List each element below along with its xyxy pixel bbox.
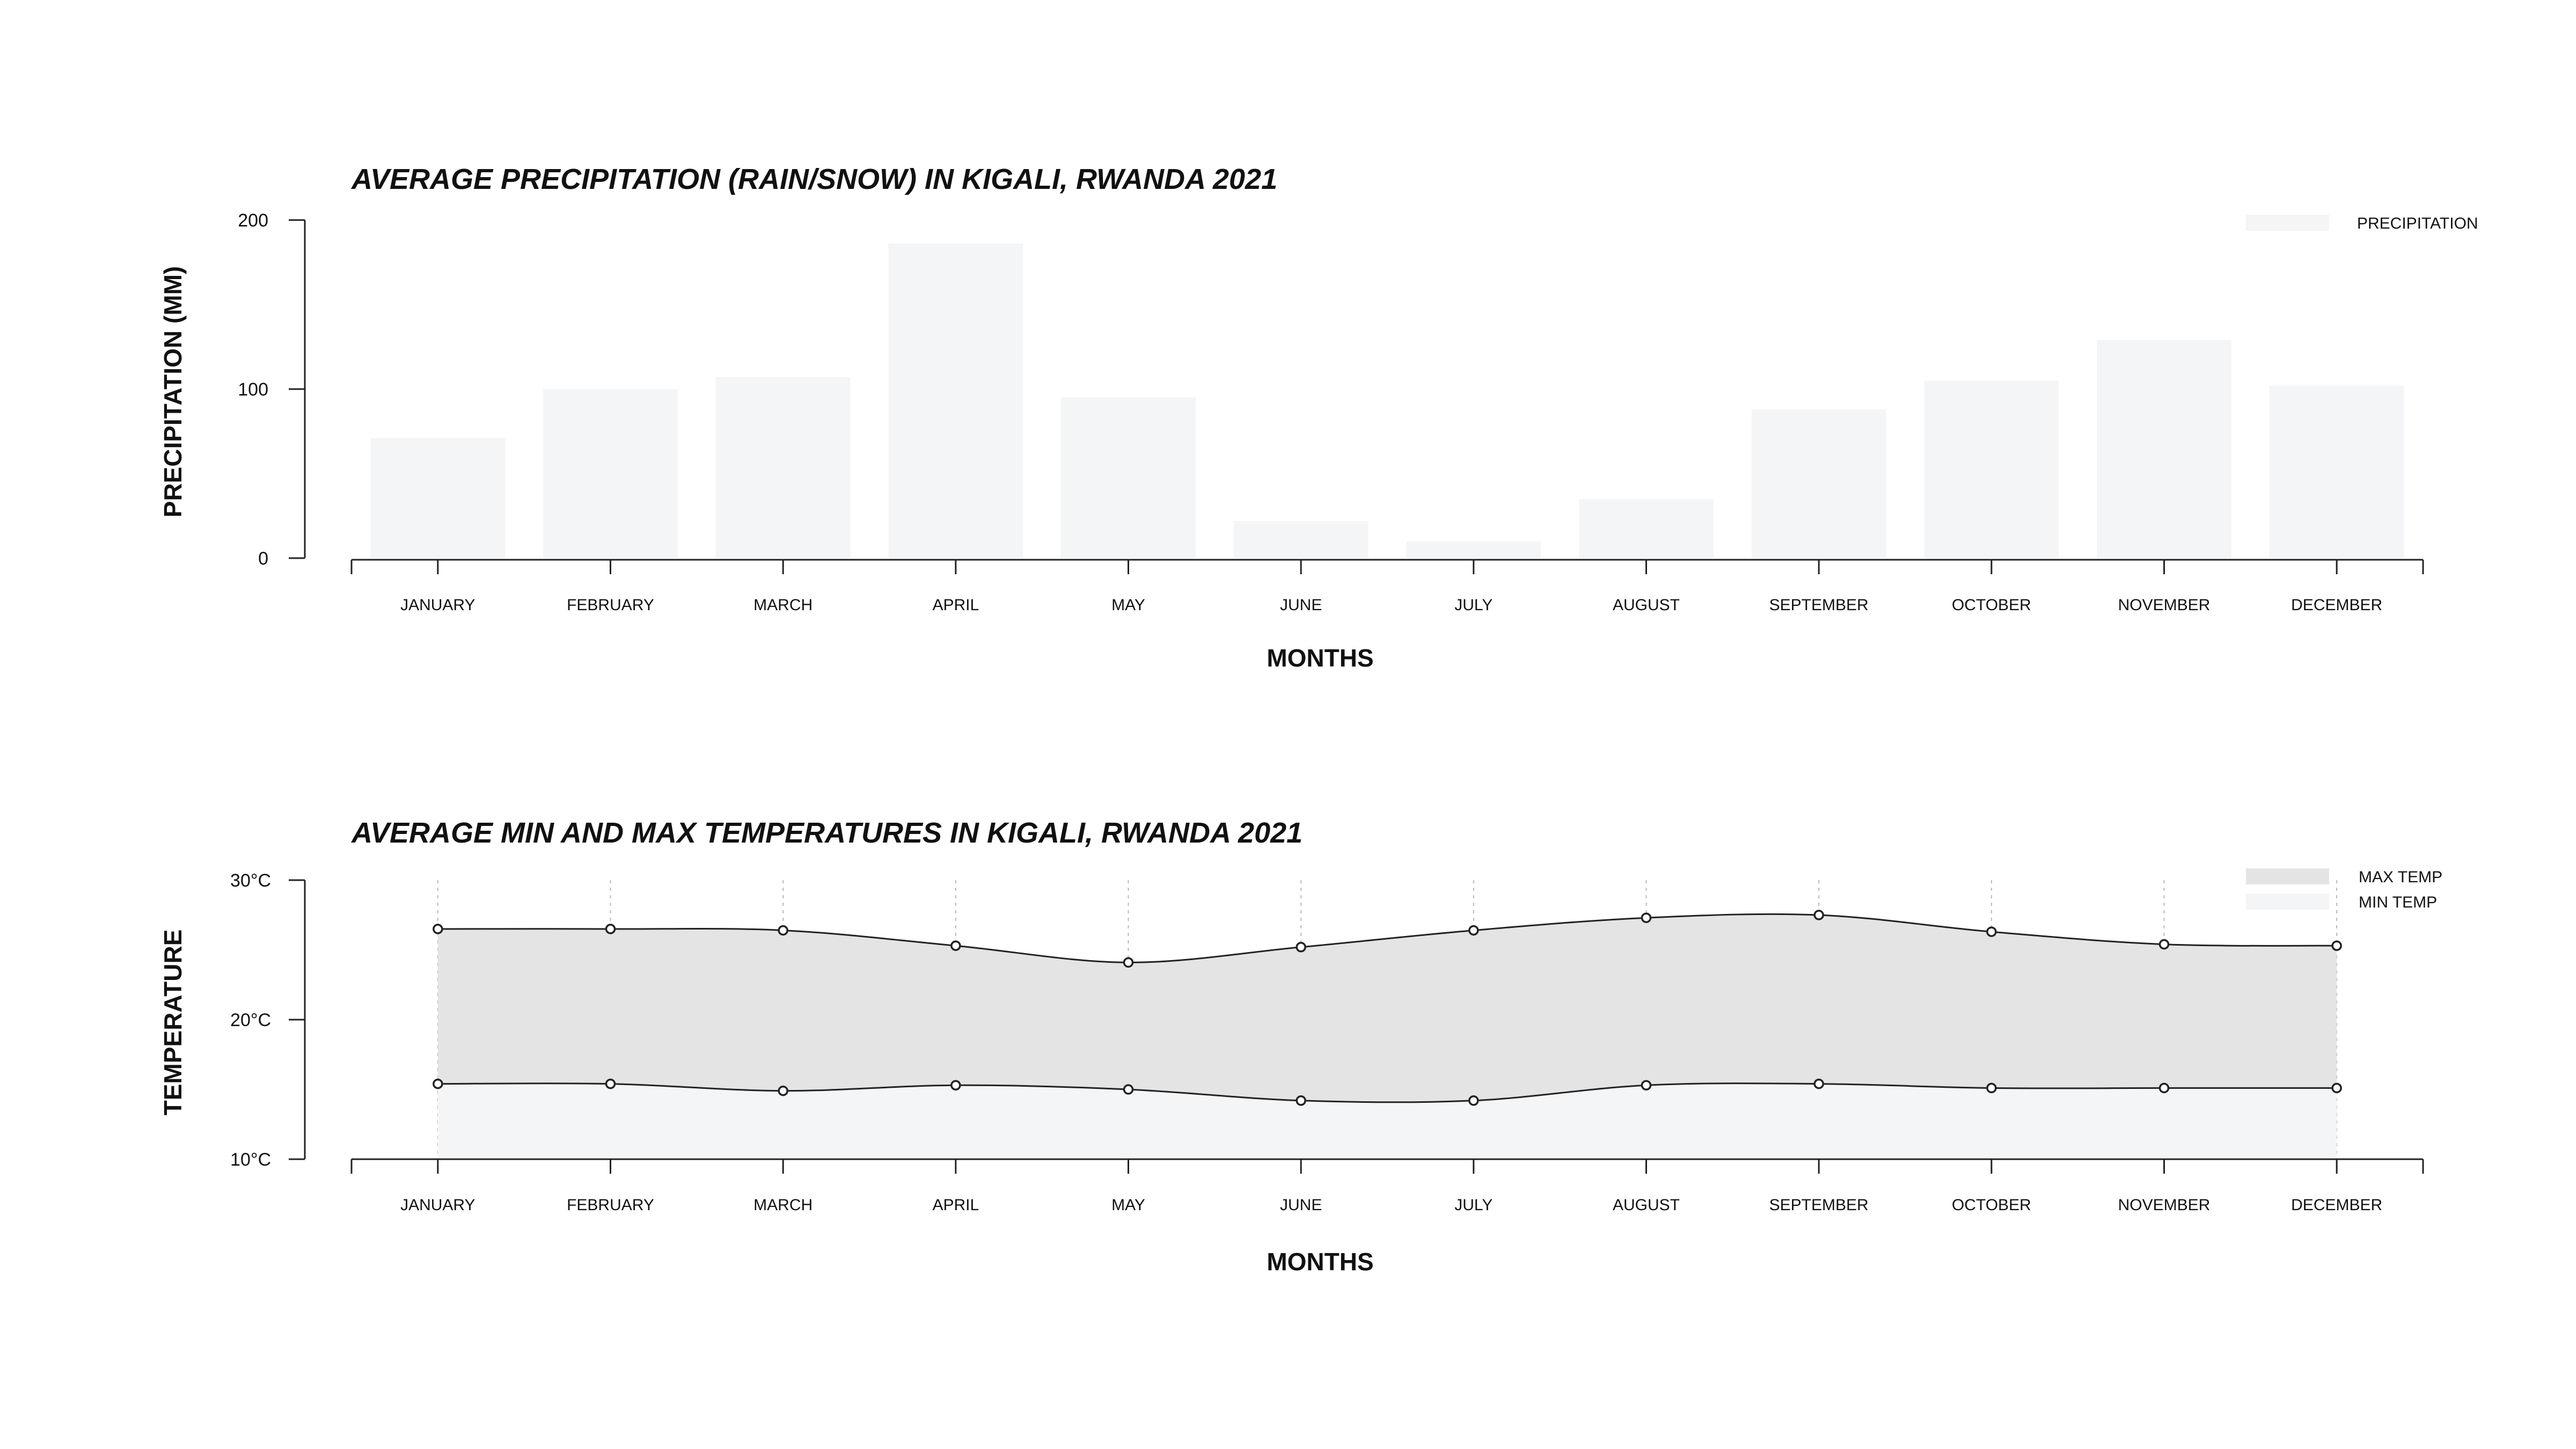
- precipitation-bars: [370, 244, 2404, 559]
- precipitation-x-tick-label-december: DECEMBER: [2291, 596, 2382, 614]
- temperature-chart: AVERAGE MIN AND MAX TEMPERATURES IN KIGA…: [159, 817, 2442, 1276]
- temperature-x-tick-label-january: JANUARY: [400, 1196, 475, 1214]
- min-temp-line: [437, 1082, 2337, 1103]
- precipitation-x-tick-label-july: JULY: [1454, 596, 1492, 614]
- min-temp-legend-label: MIN TEMP: [2359, 894, 2437, 911]
- temperature-points: [433, 910, 2342, 1106]
- max-temp-point-september: [1813, 910, 1824, 920]
- precipitation-x-tick-label-october: OCTOBER: [1952, 596, 2031, 614]
- precipitation-bar-september: [1751, 409, 1886, 558]
- max-temp-point-june: [1296, 942, 1306, 953]
- precipitation-bar-july: [1406, 541, 1541, 558]
- precipitation-x-tick-label-june: JUNE: [1280, 596, 1322, 614]
- temperature-x-tick-label-july: JULY: [1454, 1196, 1492, 1214]
- precipitation-x-tick-label-may: MAY: [1111, 596, 1145, 614]
- max-temp-point-november: [2158, 939, 2170, 950]
- max-temp-point-october: [1986, 926, 1997, 937]
- temperature-x-tick-label-june: JUNE: [1280, 1196, 1322, 1214]
- precipitation-legend-swatch: [2246, 215, 2329, 231]
- precipitation-legend-label: PRECIPITATION: [2357, 215, 2478, 232]
- precipitation-bar-may: [1061, 397, 1196, 558]
- precipitation-y-axis-title: PRECIPITATION (MM): [159, 266, 187, 517]
- min-temp-point-march: [778, 1085, 788, 1096]
- min-temp-point-april: [950, 1080, 961, 1091]
- precipitation-x-tick-label-september: SEPTEMBER: [1769, 596, 1869, 614]
- max-temp-point-may: [1123, 957, 1134, 968]
- min-temp-point-july: [1468, 1095, 1479, 1106]
- precipitation-bar-january: [370, 438, 506, 558]
- precipitation-legend: PRECIPITATION: [2246, 215, 2478, 232]
- temperature-x-axis-title: MONTHS: [1267, 1248, 1373, 1276]
- temperature-x-tick-label-august: AUGUST: [1613, 1196, 1680, 1214]
- min-temp-legend-swatch: [2246, 894, 2329, 910]
- precipitation-x-ticks: JANUARY FEBRUARY MARCH APRIL MAY JUNE JULY AUGU…: [350, 560, 2424, 614]
- min-temp-point-october: [1986, 1082, 1997, 1094]
- temperature-x-tick-label-december: DECEMBER: [2291, 1196, 2382, 1214]
- precipitation-bar-march: [715, 377, 851, 558]
- precipitation-x-axis-title: MONTHS: [1267, 644, 1373, 672]
- precipitation-x-tick-label-april: APRIL: [932, 596, 979, 614]
- temperature-y-tick-label: 20°C: [230, 1010, 271, 1030]
- precipitation-chart-title: AVERAGE PRECIPITATION (RAIN/SNOW) IN KIG…: [350, 163, 1277, 195]
- precipitation-x-tick-label-february: FEBRUARY: [567, 596, 654, 614]
- precipitation-bar-june: [1233, 521, 1368, 558]
- min-temp-area: [437, 1083, 2337, 1159]
- min-temp-point-february: [605, 1078, 616, 1089]
- temperature-legend: MAX TEMP MIN TEMP: [2246, 868, 2442, 911]
- temperature-x-tick-label-november: NOVEMBER: [2118, 1196, 2211, 1214]
- max-temp-point-february: [605, 924, 616, 934]
- precipitation-y-tick-label: 0: [258, 548, 268, 569]
- precipitation-x-tick-label-august: AUGUST: [1613, 596, 1680, 614]
- temperature-y-ticks: 10°C 20°C 30°C: [230, 870, 305, 1170]
- temperature-x-tick-label-october: OCTOBER: [1952, 1196, 2031, 1214]
- min-temp-point-may: [1123, 1084, 1134, 1095]
- precipitation-x-tick-label-january: JANUARY: [400, 596, 475, 614]
- min-temp-point-september: [1813, 1078, 1824, 1089]
- precipitation-bar-december: [2269, 385, 2404, 558]
- min-temp-point-june: [1296, 1095, 1306, 1106]
- max-temp-legend-swatch: [2246, 868, 2329, 884]
- temperature-x-tick-label-april: APRIL: [932, 1196, 979, 1214]
- precipitation-chart: AVERAGE PRECIPITATION (RAIN/SNOW) IN KIG…: [159, 163, 2478, 672]
- precipitation-bar-october: [1924, 380, 2059, 558]
- temperature-x-tick-label-may: MAY: [1111, 1196, 1145, 1214]
- precipitation-x-tick-label-november: NOVEMBER: [2118, 596, 2211, 614]
- temperature-chart-title: AVERAGE MIN AND MAX TEMPERATURES IN KIGA…: [350, 817, 1302, 849]
- max-temp-point-january: [433, 924, 443, 934]
- precipitation-y-tick-label: 200: [238, 210, 268, 231]
- temperature-y-tick-label: 30°C: [230, 870, 271, 891]
- precipitation-y-tick-label: 100: [238, 379, 268, 400]
- temperature-y-tick-label: 10°C: [230, 1150, 271, 1170]
- min-temp-point-january: [433, 1078, 443, 1089]
- max-temp-point-august: [1641, 912, 1652, 923]
- precipitation-bar-august: [1579, 499, 1714, 558]
- precipitation-x-tick-label-march: MARCH: [753, 596, 813, 614]
- temperature-x-tick-label-september: SEPTEMBER: [1769, 1196, 1869, 1214]
- temperature-x-tick-label-february: FEBRUARY: [567, 1196, 654, 1214]
- temperature-x-tick-label-march: MARCH: [753, 1196, 813, 1214]
- min-temp-point-december: [2331, 1082, 2342, 1094]
- max-temp-point-december: [2331, 940, 2342, 951]
- max-temp-point-april: [950, 940, 961, 951]
- temperature-x-ticks: JANUARY FEBRUARY MARCH APRIL MAY JUNE JULY AUGU…: [350, 1159, 2424, 1214]
- precipitation-y-ticks: 0 100 200: [238, 210, 305, 569]
- max-temp-point-july: [1468, 925, 1479, 936]
- precipitation-bar-november: [2097, 340, 2231, 558]
- precipitation-bar-february: [543, 389, 678, 558]
- max-temp-point-march: [778, 925, 788, 936]
- min-temp-point-august: [1641, 1080, 1652, 1091]
- min-temp-point-november: [2158, 1082, 2170, 1094]
- max-temp-line: [437, 913, 2337, 963]
- max-temp-legend-label: MAX TEMP: [2359, 868, 2442, 886]
- temperature-y-axis-title: TEMPERATURE: [159, 930, 187, 1116]
- precipitation-bar-april: [888, 244, 1023, 559]
